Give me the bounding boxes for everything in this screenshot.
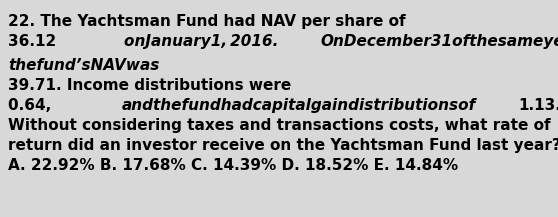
Text: return did an investor receive on the Yachtsman Fund last year?: return did an investor receive on the Ya… xyxy=(8,138,558,153)
Text: OnDecember31ofthesameyear,: OnDecember31ofthesameyear, xyxy=(320,34,558,49)
Text: 1.13.: 1.13. xyxy=(519,98,558,113)
Text: andthefundhadcapitalgaindistributionsof: andthefundhadcapitalgaindistributionsof xyxy=(122,98,477,113)
Text: A. 22.92% B. 17.68% C. 14.39% D. 18.52% E. 14.84%: A. 22.92% B. 17.68% C. 14.39% D. 18.52% … xyxy=(8,158,458,173)
Text: thefund’sNAVwas: thefund’sNAVwas xyxy=(8,58,160,73)
Text: 0.64,: 0.64, xyxy=(8,98,54,113)
Text: onJanuary1, 2016.: onJanuary1, 2016. xyxy=(124,34,278,49)
Text: 39.71. Income distributions were: 39.71. Income distributions were xyxy=(8,78,291,93)
Text: 22. The Yachtsman Fund had NAV per share of: 22. The Yachtsman Fund had NAV per share… xyxy=(8,14,406,29)
Text: 36.12: 36.12 xyxy=(8,34,56,49)
Text: Without considering taxes and transactions costs, what rate of: Without considering taxes and transactio… xyxy=(8,118,551,133)
